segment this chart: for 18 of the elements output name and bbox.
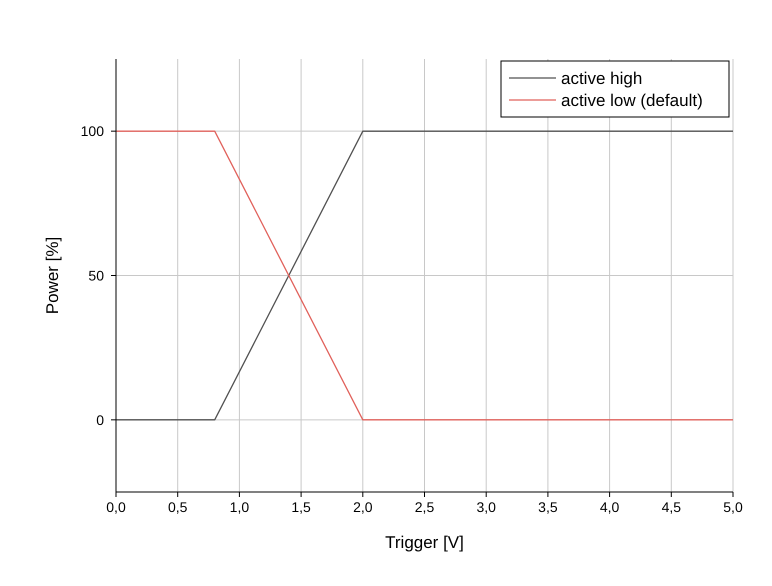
legend-label: active low (default) xyxy=(561,91,703,110)
x-tick-label: 3,5 xyxy=(538,499,558,515)
y-tick-label: 50 xyxy=(88,268,104,284)
legend-label: active high xyxy=(561,69,642,88)
y-tick-label: 100 xyxy=(80,123,104,140)
x-tick-label: 0,5 xyxy=(168,499,188,515)
x-tick-label: 4,0 xyxy=(600,499,620,515)
y-axis-title: Power [%] xyxy=(43,236,62,314)
x-axis-title: Trigger [V] xyxy=(385,533,464,552)
x-tick-label: 5,0 xyxy=(723,499,743,515)
x-tick-label: 1,0 xyxy=(230,499,250,515)
x-tick-label: 0,0 xyxy=(106,499,126,515)
y-tick-label: 0 xyxy=(96,412,104,428)
x-tick-label: 2,0 xyxy=(353,499,373,515)
x-tick-label: 1,5 xyxy=(291,499,312,515)
x-tick-label: 3,0 xyxy=(476,499,496,515)
x-tick-label: 2,5 xyxy=(414,499,434,515)
x-tick-label: 4,5 xyxy=(662,499,682,515)
